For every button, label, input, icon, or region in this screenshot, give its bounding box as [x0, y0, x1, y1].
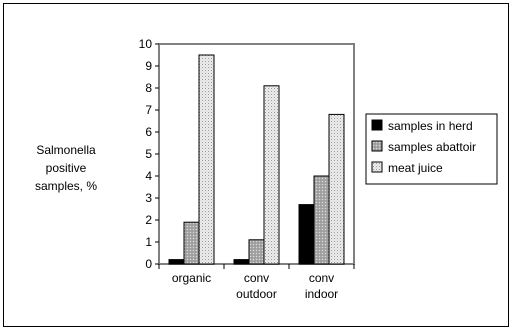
y-tick-label: 6: [145, 125, 152, 139]
bar-samples-in-herd-conv-indoor: [298, 204, 315, 265]
bars: [168, 54, 345, 265]
legend-swatch: [371, 119, 383, 131]
legend-box: [365, 113, 498, 185]
y-axis-label-line: samples, %: [35, 179, 97, 193]
y-tick-label: 8: [145, 81, 152, 95]
x-tick-label: indoor: [305, 287, 338, 301]
x-tick-label: conv: [309, 271, 334, 285]
y-tick-label: 3: [145, 191, 152, 205]
y-tick-label: 1: [145, 235, 152, 249]
y-tick-label: 4: [145, 169, 152, 183]
bar-samples-abattoir-conv-outdoor: [248, 239, 265, 265]
x-tick-label: conv: [244, 271, 269, 285]
bar-samples-abattoir-conv-indoor: [313, 175, 330, 265]
legend-swatch: [371, 140, 383, 152]
legend-swatch: [371, 161, 383, 173]
x-tick-label: outdoor: [236, 287, 277, 301]
y-tick-label: 5: [145, 147, 152, 161]
y-axis-label-line: positive: [46, 161, 87, 175]
bar-samples-in-herd-organic: [168, 259, 185, 265]
y-axis-label: Salmonella positive samples, %: [35, 143, 97, 193]
legend: samples in herd samples abattoir meat juic…: [365, 113, 498, 185]
y-tick-label: 0: [145, 257, 152, 271]
legend-label: meat juice: [388, 161, 443, 175]
chart-frame: Salmonella positive samples, % 0 1 2 3 4 5 6 7 8 9 1…: [3, 3, 509, 327]
legend-label: samples abattoir: [388, 140, 476, 154]
bar-meat-juice-conv-indoor: [328, 113, 345, 265]
bar-chart: Salmonella positive samples, % 0 1 2 3 4 5 6 7 8 9 1…: [35, 37, 498, 301]
x-tick-label: organic: [172, 271, 211, 285]
bar-meat-juice-conv-outdoor: [263, 85, 280, 265]
bar-samples-abattoir-organic: [183, 221, 200, 265]
x-axis-ticks: organic conv outdoor conv indoor: [158, 264, 355, 301]
y-axis-label-line: Salmonella: [36, 143, 96, 157]
legend-label: samples in herd: [388, 119, 473, 133]
y-axis-ticks: 0 1 2 3 4 5 6 7 8 9 10: [139, 37, 159, 271]
y-tick-label: 9: [145, 59, 152, 73]
bar-meat-juice-organic: [198, 54, 215, 265]
bar-samples-in-herd-conv-outdoor: [233, 259, 250, 265]
y-tick-label: 10: [139, 37, 153, 51]
y-tick-label: 2: [145, 213, 152, 227]
y-tick-label: 7: [145, 103, 152, 117]
